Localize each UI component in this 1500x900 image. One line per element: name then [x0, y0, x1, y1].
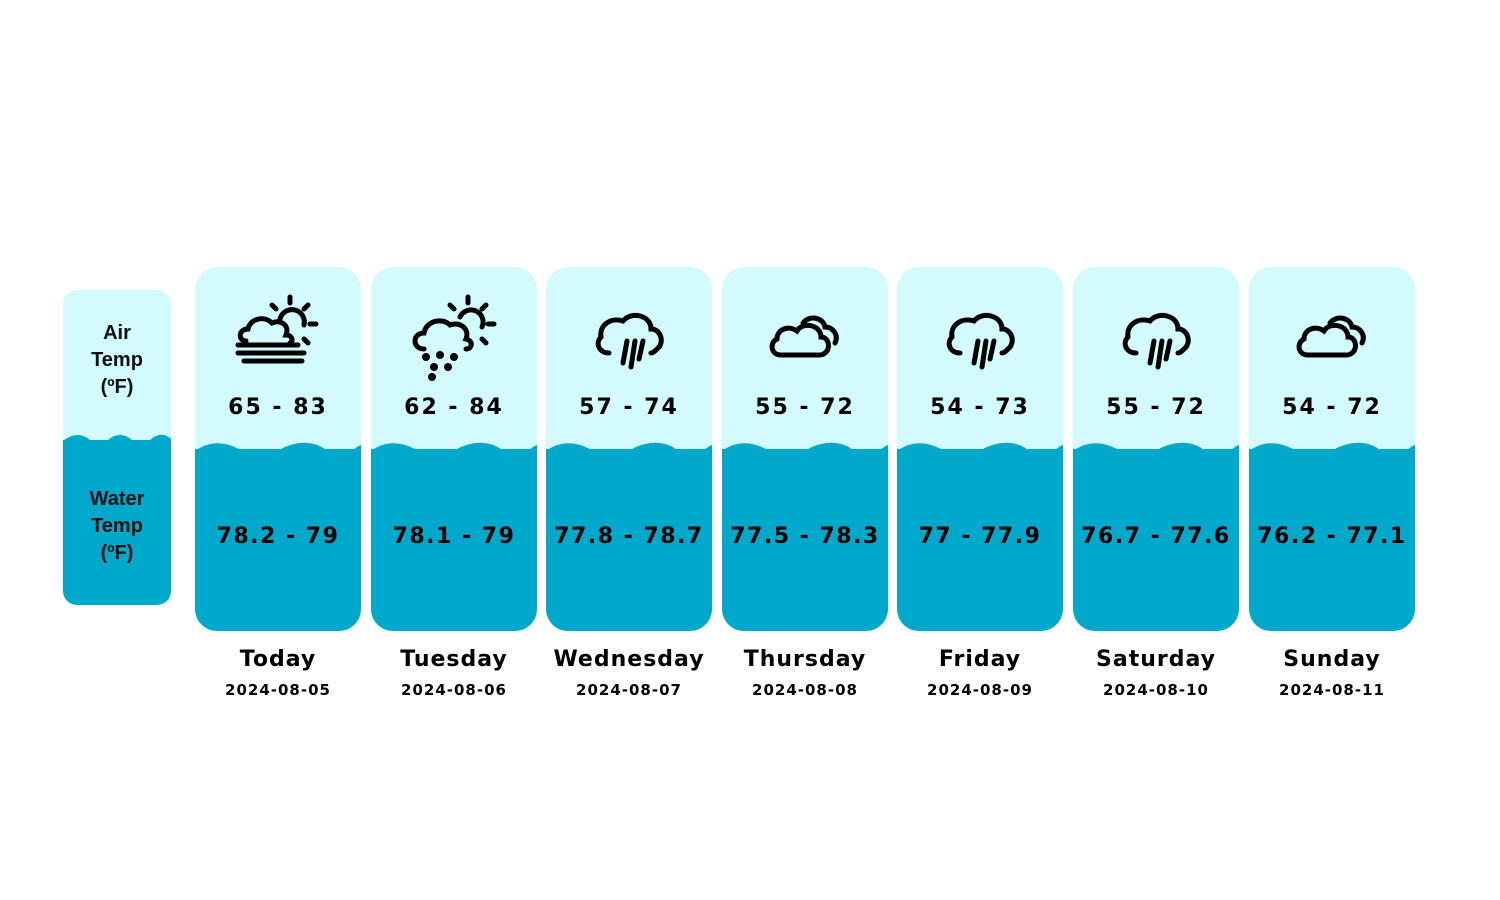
day-date: 2024-08-09 — [927, 681, 1033, 699]
day-date: 2024-08-10 — [1103, 681, 1209, 699]
day-card[interactable]: 55 - 72 77.5 - 78.3 — [722, 267, 888, 631]
water-temp-range: 78.2 - 79 — [216, 524, 340, 549]
day-name: Sunday — [1283, 647, 1381, 672]
air-temp-range: 65 - 83 — [228, 395, 328, 420]
cloudy-icon — [1296, 315, 1366, 358]
wave-divider — [1073, 442, 1239, 463]
rain-cloud-icon — [946, 312, 1015, 370]
wave-divider — [1249, 442, 1415, 463]
day-column-today[interactable]: 65 - 83 78.2 - 79 Today 2024-08-05 — [195, 267, 361, 699]
day-date: 2024-08-05 — [225, 681, 331, 699]
legend-air-temp-label: Air Temp (ºF) — [91, 322, 143, 398]
water-section — [1249, 449, 1415, 631]
water-section — [195, 449, 361, 631]
wave-divider — [371, 442, 537, 463]
day-card[interactable]: 57 - 74 77.8 - 78.7 — [546, 267, 712, 631]
day-name: Saturday — [1096, 647, 1216, 672]
water-temp-range: 77.5 - 78.3 — [730, 524, 880, 549]
day-column-wednesday[interactable]: 57 - 74 77.8 - 78.7 Wednesday 2024-08-07 — [546, 267, 712, 699]
day-column-friday[interactable]: 54 - 73 77 - 77.9 Friday 2024-08-09 — [897, 267, 1063, 699]
rain-cloud-icon — [1122, 312, 1191, 370]
water-section — [546, 449, 712, 631]
day-column-tuesday[interactable]: 62 - 84 78.1 - 79 Tuesday 2024-08-06 — [371, 267, 537, 699]
fog-partly-sunny-icon — [235, 294, 319, 364]
day-name: Tuesday — [400, 647, 508, 672]
day-date: 2024-08-06 — [401, 681, 507, 699]
day-date: 2024-08-11 — [1279, 681, 1385, 699]
legend-water-temp-label: Water Temp (ºF) — [89, 488, 145, 564]
wave-divider — [195, 442, 361, 463]
wave-divider — [546, 442, 712, 463]
water-section — [371, 449, 537, 631]
air-temp-range: 54 - 72 — [1282, 395, 1382, 420]
water-section — [897, 449, 1063, 631]
day-name: Wednesday — [553, 647, 705, 672]
day-card[interactable]: 55 - 72 76.7 - 77.6 — [1073, 267, 1239, 631]
water-section — [722, 449, 888, 631]
day-date: 2024-08-08 — [752, 681, 858, 699]
day-card[interactable]: 54 - 72 76.2 - 77.1 — [1249, 267, 1415, 631]
hail-partly-sunny-icon — [412, 294, 497, 381]
water-temp-range: 77 - 77.9 — [918, 524, 1042, 549]
legend-wave — [63, 434, 171, 453]
day-card[interactable]: 65 - 83 78.2 - 79 — [195, 267, 361, 631]
air-temp-range: 54 - 73 — [930, 395, 1030, 420]
air-temp-range: 62 - 84 — [404, 395, 504, 420]
day-card[interactable]: 62 - 84 78.1 - 79 — [371, 267, 537, 631]
water-temp-range: 76.7 - 77.6 — [1081, 524, 1231, 549]
day-card[interactable]: 54 - 73 77 - 77.9 — [897, 267, 1063, 631]
water-temp-range: 78.1 - 79 — [392, 524, 516, 549]
day-column-thursday[interactable]: 55 - 72 77.5 - 78.3 Thursday 2024-08-08 — [722, 267, 888, 699]
legend-water-section — [63, 440, 171, 605]
wave-divider — [722, 442, 888, 463]
day-name: Today — [239, 647, 317, 672]
cloudy-icon — [769, 315, 839, 358]
day-name: Thursday — [743, 647, 867, 672]
air-temp-range: 57 - 74 — [579, 395, 679, 420]
water-temp-range: 77.8 - 78.7 — [554, 524, 704, 549]
day-name: Friday — [938, 647, 1022, 672]
day-column-saturday[interactable]: 55 - 72 76.7 - 77.6 Saturday 2024-08-10 — [1073, 267, 1239, 699]
water-section — [1073, 449, 1239, 631]
water-temp-range: 76.2 - 77.1 — [1257, 524, 1407, 549]
legend-card: Air Temp (ºF) Water Temp (ºF) — [63, 290, 171, 605]
rain-cloud-icon — [595, 312, 664, 370]
wave-divider — [897, 442, 1063, 463]
air-temp-range: 55 - 72 — [1106, 395, 1206, 420]
air-temp-range: 55 - 72 — [755, 395, 855, 420]
day-column-sunday[interactable]: 54 - 72 76.2 - 77.1 Sunday 2024-08-11 — [1249, 267, 1415, 699]
day-date: 2024-08-07 — [576, 681, 682, 699]
